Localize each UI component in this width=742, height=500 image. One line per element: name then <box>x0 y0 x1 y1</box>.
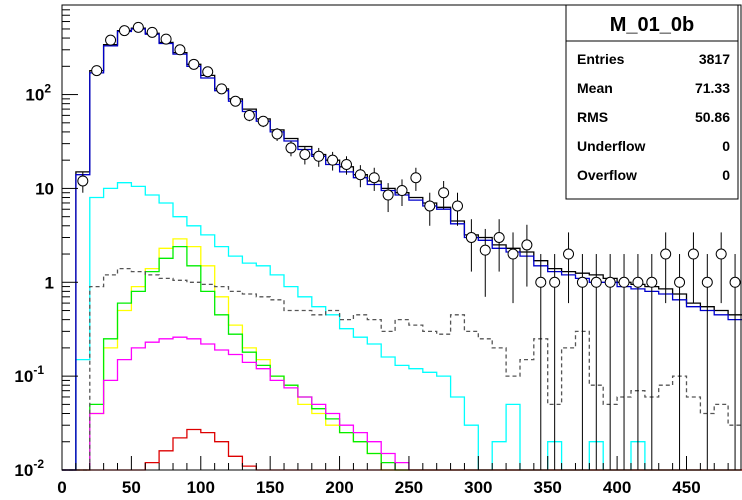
data-point <box>188 58 200 70</box>
stats-label: Entries <box>577 51 625 67</box>
x-tick-label: 50 <box>122 478 141 497</box>
data-point <box>313 150 325 162</box>
data-point <box>354 169 366 181</box>
data-point <box>257 115 269 127</box>
data-point <box>285 142 297 154</box>
data-point <box>299 148 311 160</box>
stats-box: M_01_0b Entries 3817 Mean 71.33 RMS 50.86 Unde… <box>565 4 739 200</box>
data-point <box>590 276 602 288</box>
data-point <box>452 200 464 212</box>
x-tick-label: 150 <box>256 478 284 497</box>
data-point <box>105 34 117 46</box>
stats-box-frame <box>565 4 739 200</box>
data-point <box>646 276 658 288</box>
data-point <box>521 239 533 251</box>
data-point <box>674 276 686 288</box>
stats-value: 0 <box>722 167 730 183</box>
histogram-series-3 <box>62 336 742 471</box>
data-point <box>660 248 672 260</box>
data-point <box>535 276 547 288</box>
data-point <box>604 276 616 288</box>
stats-label: Overflow <box>577 167 637 183</box>
data-point <box>229 95 241 107</box>
data-point <box>118 25 130 37</box>
stats-label: RMS <box>577 109 608 125</box>
data-point <box>729 276 741 288</box>
data-point <box>146 26 158 38</box>
data-point <box>687 248 699 260</box>
stats-box-title: M_01_0b <box>610 14 695 36</box>
data-point <box>174 44 186 56</box>
data-point <box>216 83 228 95</box>
x-tick-label: 300 <box>464 478 492 497</box>
data-point <box>632 276 644 288</box>
axis-layer: 0 50 100 150 200 250 300 350 400 450 10-2 10-1 1 10 10… <box>14 4 742 497</box>
data-point <box>507 248 519 260</box>
stats-rows: Entries 3817 Mean 71.33 RMS 50.86 Underflow 0 Ov… <box>577 51 730 183</box>
data-point <box>410 172 422 184</box>
x-tick-label: 450 <box>672 478 700 497</box>
stats-value: 50.86 <box>695 109 730 125</box>
data-point <box>424 200 436 212</box>
x-tick-label: 350 <box>534 478 562 497</box>
data-point <box>271 128 283 140</box>
data-points-layer <box>77 21 741 470</box>
data-point <box>618 276 630 288</box>
stats-label: Underflow <box>577 138 646 154</box>
data-point <box>549 276 561 288</box>
data-point <box>715 248 727 260</box>
data-point <box>243 109 255 121</box>
data-point <box>91 65 103 77</box>
histogram-series-0 <box>62 182 742 471</box>
y-tick-label: 10-1 <box>14 363 44 386</box>
data-point <box>368 172 380 184</box>
data-point <box>563 248 575 260</box>
histogram-series-4 <box>62 428 742 471</box>
data-point <box>160 33 172 45</box>
data-point <box>493 232 505 243</box>
stats-value: 0 <box>722 138 730 154</box>
data-point <box>701 276 713 288</box>
x-tick-label: 200 <box>325 478 353 497</box>
y-tick-label: 10-2 <box>14 457 44 480</box>
data-point <box>438 187 450 199</box>
stats-label: Mean <box>577 80 613 96</box>
histogram-series-5 <box>62 267 742 471</box>
stats-value: 71.33 <box>695 80 730 96</box>
data-point <box>576 276 588 288</box>
data-point <box>327 154 339 166</box>
x-tick-label: 250 <box>395 478 423 497</box>
data-point <box>465 232 477 243</box>
histogram-series-7 <box>62 28 742 471</box>
y-tick-label: 10 <box>35 179 54 198</box>
y-tick-label: 1 <box>45 273 54 292</box>
stats-value: 3817 <box>699 51 730 67</box>
data-point <box>396 185 408 197</box>
data-point <box>132 21 144 33</box>
x-tick-label: 400 <box>603 478 631 497</box>
histogram-series-1 <box>62 238 742 471</box>
data-point <box>479 244 491 256</box>
data-point <box>382 189 394 201</box>
x-tick-label: 100 <box>187 478 215 497</box>
data-point <box>202 66 214 78</box>
data-point <box>77 175 89 187</box>
x-tick-label: 0 <box>57 478 66 497</box>
data-point <box>340 158 352 170</box>
y-tick-label: 102 <box>25 82 51 105</box>
